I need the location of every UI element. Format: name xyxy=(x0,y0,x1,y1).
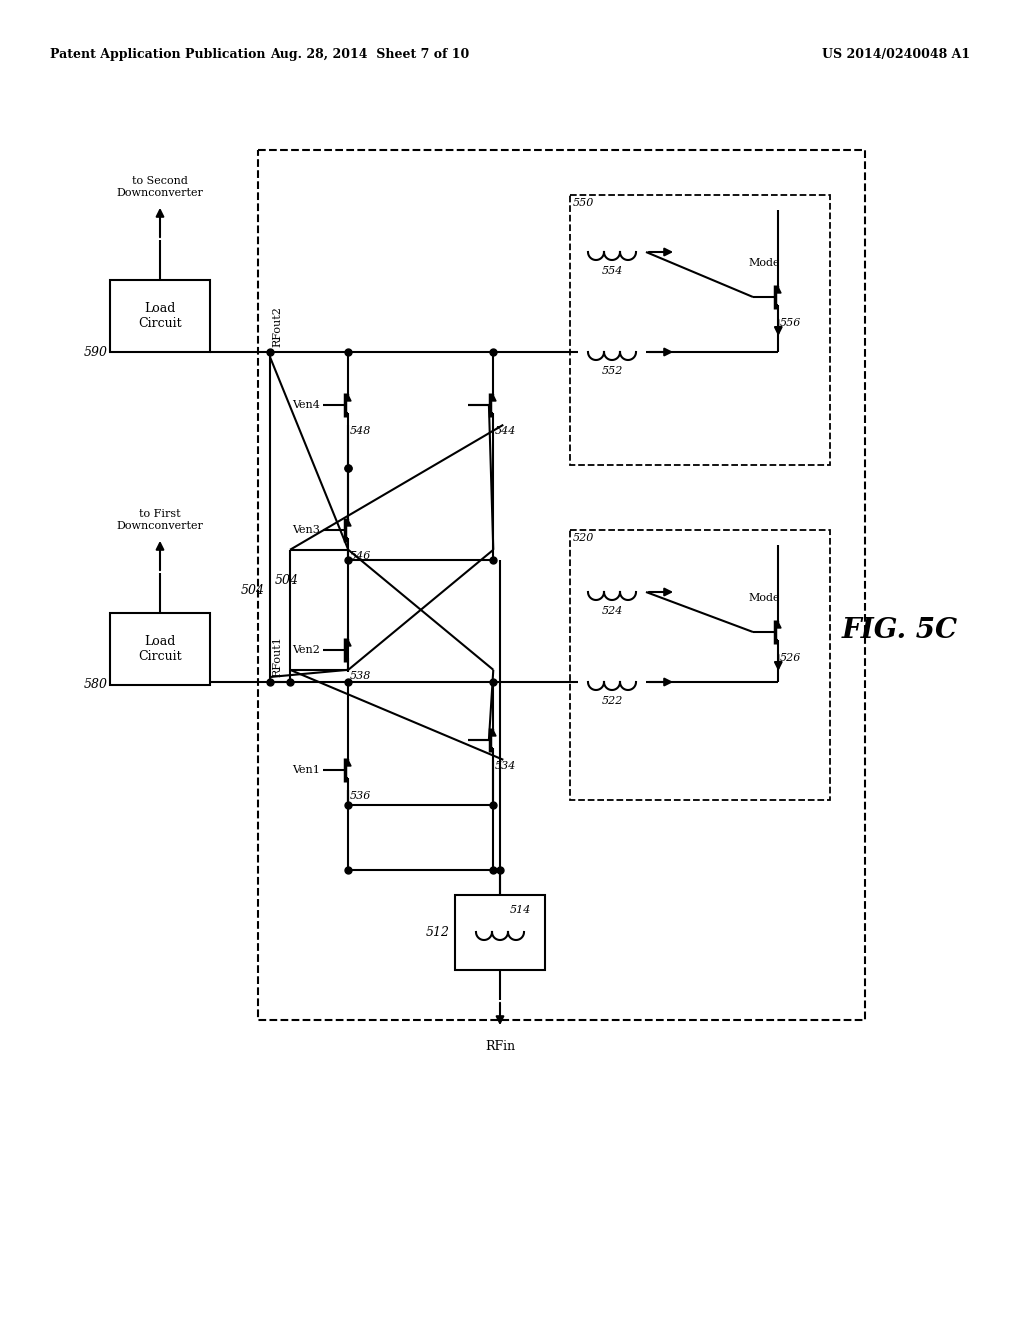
Text: 552: 552 xyxy=(601,366,623,376)
Bar xyxy=(110,612,210,685)
Text: RFout2: RFout2 xyxy=(272,306,282,347)
Text: 544: 544 xyxy=(495,426,516,436)
Text: RFin: RFin xyxy=(485,1040,515,1053)
Text: 526: 526 xyxy=(779,653,801,663)
Text: 546: 546 xyxy=(349,550,371,561)
Text: Aug. 28, 2014  Sheet 7 of 10: Aug. 28, 2014 Sheet 7 of 10 xyxy=(270,48,470,61)
Text: 520: 520 xyxy=(573,533,594,543)
Text: 536: 536 xyxy=(349,791,371,801)
Text: 504: 504 xyxy=(241,583,265,597)
Bar xyxy=(455,895,545,970)
Text: to First
Downconverter: to First Downconverter xyxy=(117,510,204,531)
Text: 556: 556 xyxy=(779,318,801,327)
Text: FIG. 5C: FIG. 5C xyxy=(842,616,958,644)
Text: Ven2: Ven2 xyxy=(292,645,319,655)
Text: 534: 534 xyxy=(495,760,516,771)
Text: Ven3: Ven3 xyxy=(292,525,319,535)
Text: 590: 590 xyxy=(84,346,108,359)
Text: 522: 522 xyxy=(601,696,623,706)
Text: RFout1: RFout1 xyxy=(272,636,282,677)
Text: Mode: Mode xyxy=(749,259,779,268)
Text: 548: 548 xyxy=(349,426,371,436)
Text: 550: 550 xyxy=(573,198,594,209)
Text: US 2014/0240048 A1: US 2014/0240048 A1 xyxy=(822,48,970,61)
Text: Load
Circuit: Load Circuit xyxy=(138,635,182,663)
Text: 538: 538 xyxy=(349,671,371,681)
Bar xyxy=(570,531,830,800)
Text: Load
Circuit: Load Circuit xyxy=(138,302,182,330)
Text: Patent Application Publication: Patent Application Publication xyxy=(50,48,265,61)
Text: 514: 514 xyxy=(510,906,531,915)
Text: to Second
Downconverter: to Second Downconverter xyxy=(117,177,204,198)
Bar xyxy=(570,195,830,465)
Text: Ven4: Ven4 xyxy=(292,400,319,411)
Text: Ven1: Ven1 xyxy=(292,766,319,775)
Text: 524: 524 xyxy=(601,606,623,616)
Bar xyxy=(110,280,210,352)
Text: Mode: Mode xyxy=(749,594,779,603)
Text: 554: 554 xyxy=(601,267,623,276)
Text: 512: 512 xyxy=(426,925,450,939)
Bar xyxy=(258,150,865,1020)
Text: 504: 504 xyxy=(275,573,299,586)
Text: 580: 580 xyxy=(84,678,108,692)
